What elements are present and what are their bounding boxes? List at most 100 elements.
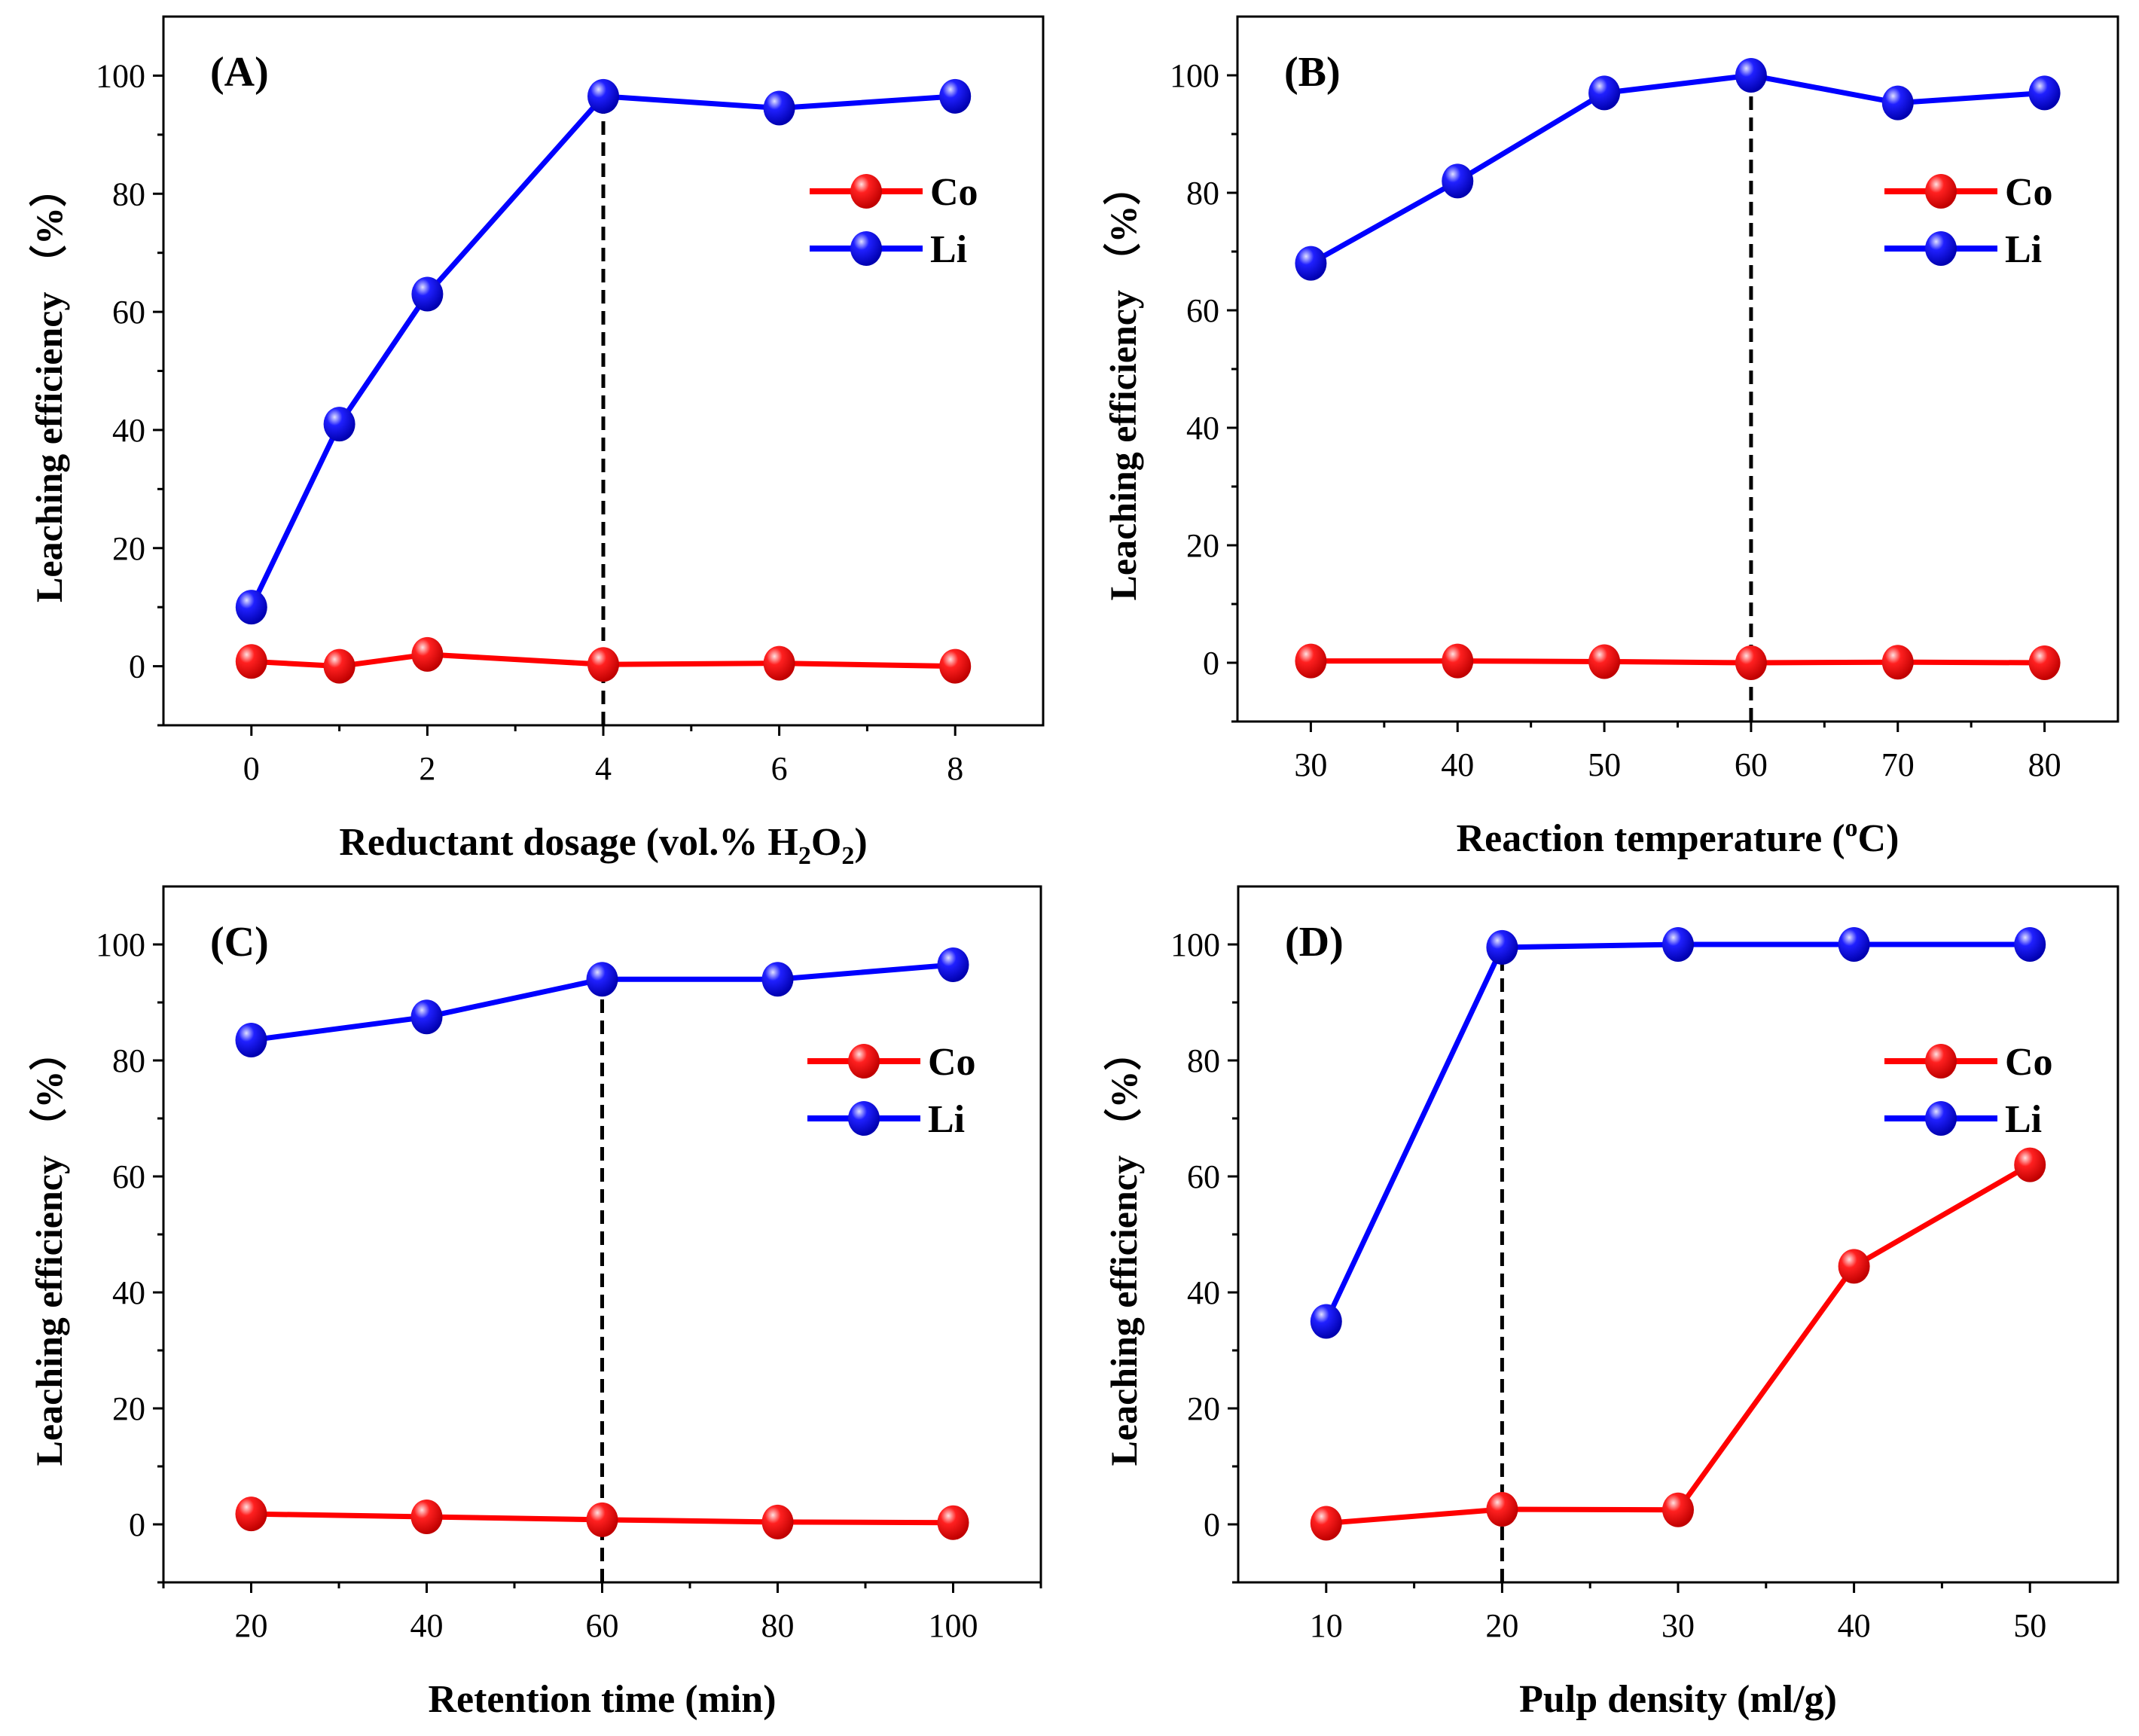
legend-marker xyxy=(1925,231,1957,266)
y-tick-label: 0 xyxy=(129,1506,145,1543)
x-axis-label: Retention time (min) xyxy=(428,1678,776,1721)
data-point-li xyxy=(939,78,972,114)
legend-label: Li xyxy=(928,1098,965,1141)
x-tick-label: 2 xyxy=(419,750,435,787)
data-point-li xyxy=(1588,75,1621,111)
legend-label: Li xyxy=(930,228,967,271)
data-point-li xyxy=(235,590,267,625)
x-tick-label: 4 xyxy=(595,750,612,787)
x-axis-label-part: C) xyxy=(1858,817,1899,860)
x-axis-label: Reaction temperature (oC) xyxy=(1457,814,1899,860)
x-tick-label: 60 xyxy=(1735,746,1768,783)
series-co xyxy=(1310,1147,2046,1541)
y-tick-label: 40 xyxy=(1186,410,1219,447)
legend-marker xyxy=(1925,1044,1957,1079)
y-tick-label: 100 xyxy=(1170,57,1219,94)
data-point-li xyxy=(2028,75,2061,111)
panel-d: 0 20 40 60 80 100 10 20 30 40 50 Pulp density (ml/g… xyxy=(1103,885,2119,1721)
x-tick-label: 8 xyxy=(947,750,963,787)
x-tick-label: 40 xyxy=(410,1607,444,1644)
legend-entry-li: Li xyxy=(807,1098,965,1141)
data-point-li xyxy=(1442,163,1474,199)
data-point-li xyxy=(2014,927,2046,962)
x-axis-label-part: Pulp density (ml/g) xyxy=(1519,1678,1837,1721)
y-tick-label: 80 xyxy=(112,1042,145,1079)
data-point-li xyxy=(1735,58,1767,93)
data-point-li xyxy=(587,78,619,114)
y-tick-label: 80 xyxy=(1186,175,1219,212)
data-point-co xyxy=(2014,1147,2046,1182)
x-axis-label-part: 2 xyxy=(798,842,811,870)
y-axis-label: Leaching efficiency （%） xyxy=(28,1033,70,1466)
x-tick-label: 6 xyxy=(771,750,788,787)
y-tick-label: 40 xyxy=(1187,1274,1220,1311)
legend-entry-co: Co xyxy=(810,171,978,214)
y-tick-label: 20 xyxy=(112,530,145,567)
x-axis-label: Pulp density (ml/g) xyxy=(1519,1678,1837,1721)
series-co xyxy=(1295,643,2061,680)
data-point-li xyxy=(1295,246,1327,281)
data-point-co xyxy=(2028,645,2061,680)
data-point-co xyxy=(1310,1506,1342,1541)
y-tick-label: 60 xyxy=(1186,292,1219,329)
y-tick-label: 80 xyxy=(112,175,145,212)
y-axis-label: Leaching efficiency （%） xyxy=(28,169,70,603)
x-tick-label: 30 xyxy=(1661,1607,1695,1644)
legend-entry-co: Co xyxy=(807,1041,976,1084)
x-axis-label-part: O xyxy=(811,821,841,864)
x-axis-label-part: ) xyxy=(854,821,867,864)
y-tick-label: 60 xyxy=(112,294,145,331)
data-point-li xyxy=(411,276,444,312)
legend-marker xyxy=(848,1044,880,1079)
y-tick-label: 60 xyxy=(1187,1158,1220,1195)
plot-frame xyxy=(1237,885,2119,1584)
data-point-li xyxy=(1838,927,1870,962)
legend-label: Co xyxy=(928,1041,976,1084)
legend-label: Li xyxy=(2005,228,2042,271)
x-tick-label: 20 xyxy=(1485,1607,1518,1644)
panel-b: 0 20 40 60 80 100 30 40 50 60 70 80 Reaction tempera… xyxy=(1102,15,2119,860)
x-tick-label: 80 xyxy=(761,1607,795,1644)
series-line-co xyxy=(1326,1162,2031,1526)
y-tick-label: 20 xyxy=(1187,1390,1220,1427)
data-point-co xyxy=(1295,643,1327,679)
y-tick-label: 0 xyxy=(1204,1506,1220,1543)
data-point-co xyxy=(235,644,267,679)
legend-marker xyxy=(850,231,882,266)
panel-label: (A) xyxy=(210,49,269,96)
series-co xyxy=(235,1496,969,1540)
series-line-li xyxy=(1323,941,2031,1323)
x-tick-label: 50 xyxy=(2013,1607,2046,1644)
data-point-co xyxy=(763,645,795,681)
series-li xyxy=(1310,927,2046,1339)
y-axis-label: Leaching efficiency （%） xyxy=(1102,168,1144,601)
data-point-co xyxy=(1442,643,1474,679)
data-point-co xyxy=(411,636,444,672)
data-point-li xyxy=(1310,1304,1342,1339)
x-tick-label: 40 xyxy=(1441,746,1474,783)
x-axis-label-part: Retention time (min) xyxy=(428,1678,776,1721)
legend-label: Co xyxy=(930,171,978,214)
x-tick-label: 80 xyxy=(2028,746,2061,783)
y-tick-label: 0 xyxy=(129,648,145,685)
y-tick-label: 20 xyxy=(112,1390,145,1427)
data-point-co xyxy=(323,648,355,684)
legend-label: Co xyxy=(2005,171,2053,214)
data-point-co xyxy=(1588,644,1621,679)
x-tick-label: 10 xyxy=(1310,1607,1343,1644)
panel-label: (C) xyxy=(210,919,269,966)
panel-a: 0 20 40 60 80 100 0 2 4 6 8 Reductant dosage (vol.%… xyxy=(28,15,1045,870)
series-line-co xyxy=(1311,658,2045,666)
legend-marker xyxy=(848,1101,880,1136)
legend-marker xyxy=(1925,174,1957,209)
legend-entry-li: Li xyxy=(1884,228,2042,271)
data-point-li xyxy=(1662,927,1694,962)
data-point-co xyxy=(939,648,972,684)
panel-c: 0 20 40 60 80 100 20 40 60 80 100 Retention time (m… xyxy=(28,885,1042,1721)
data-point-co xyxy=(235,1496,267,1532)
y-tick-label: 60 xyxy=(112,1158,145,1195)
data-point-li xyxy=(761,962,794,997)
legend-label: Li xyxy=(2005,1098,2042,1141)
data-point-li xyxy=(763,90,795,126)
x-tick-label: 60 xyxy=(586,1607,619,1644)
